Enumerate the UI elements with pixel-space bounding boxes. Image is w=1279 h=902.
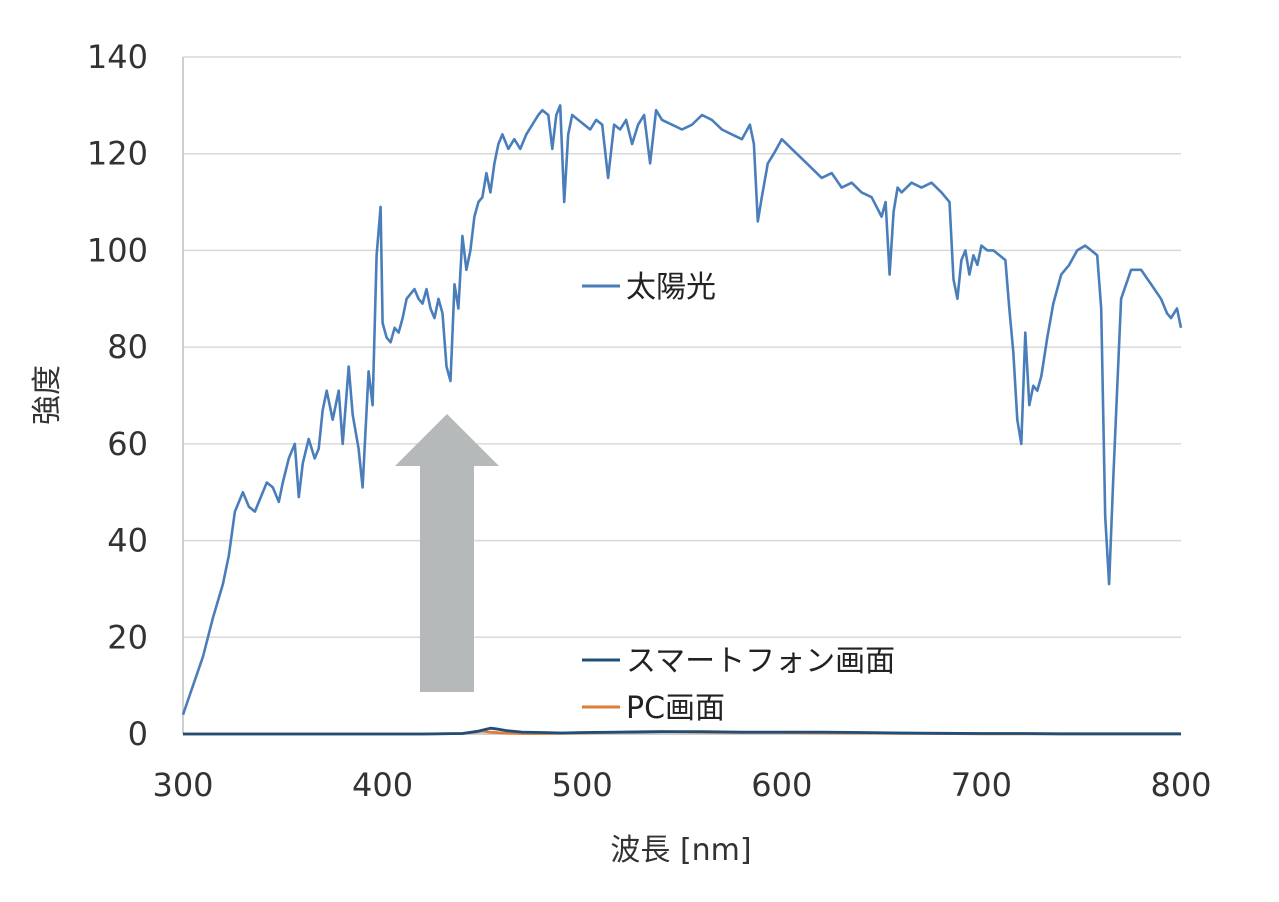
x-tick-label: 300 (152, 766, 213, 804)
legend-label-pc: PC画面 (626, 691, 725, 726)
x-tick-label: 500 (552, 766, 613, 804)
series-line-smartphone (183, 726, 1181, 736)
x-tick-label: 700 (951, 766, 1012, 804)
y-tick-label: 0 (128, 715, 148, 753)
y-tick-label: 120 (87, 135, 148, 173)
y-tick-label: 20 (107, 618, 148, 656)
y-tick-label: 80 (107, 328, 148, 366)
y-axis-ticks: 0 20 40 60 80 100 120 140 (87, 38, 148, 753)
gridlines (182, 56, 1181, 735)
y-tick-label: 100 (87, 231, 148, 269)
legend-smartphone: スマートフォン画面 (582, 644, 895, 679)
y-tick-label: 140 (87, 38, 148, 76)
up-arrow-annotation (395, 414, 499, 692)
y-tick-label: 40 (107, 522, 148, 560)
legend-pc: PC画面 (582, 691, 725, 726)
x-axis-ticks: 300 400 500 600 700 800 (152, 766, 1211, 804)
legend-label-sunlight: 太陽光 (626, 270, 716, 305)
x-tick-label: 600 (751, 766, 812, 804)
y-axis-title: 強度 (30, 365, 65, 425)
x-tick-label: 800 (1150, 766, 1211, 804)
legend-sunlight: 太陽光 (582, 270, 716, 305)
series-line-sunlight (181, 104, 1183, 716)
legend-label-smartphone: スマートフォン画面 (626, 644, 895, 679)
x-tick-label: 400 (352, 766, 413, 804)
series-lines (181, 104, 1183, 736)
x-axis-title: 波長 [nm] (610, 833, 751, 868)
y-tick-label: 60 (107, 425, 148, 463)
